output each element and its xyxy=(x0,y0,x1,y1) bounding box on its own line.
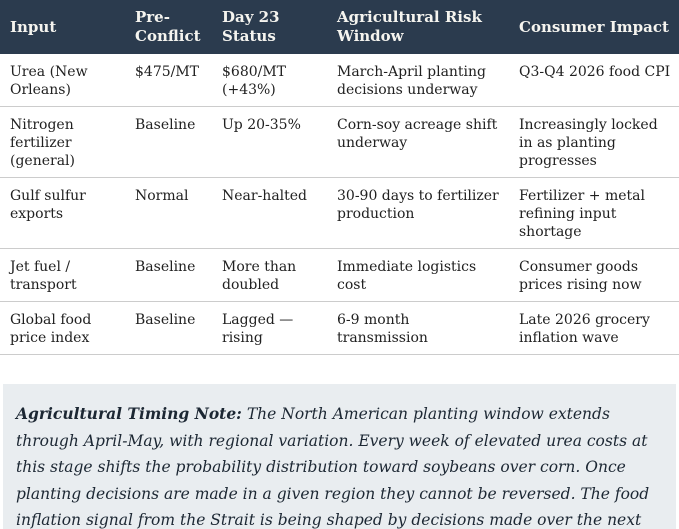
cell-agricultural-risk-window: March-April planting decisions underway xyxy=(327,54,509,107)
header-agricultural-risk-window: Agricultural Risk Window xyxy=(327,0,509,54)
cell-consumer-impact: Consumer goods prices rising now xyxy=(509,248,679,302)
cell-day-23-status: More than doubled xyxy=(212,248,327,302)
table-row-gulf-sulfur: Gulf sulfur exports Normal Near-halted 3… xyxy=(0,177,679,249)
cell-input: Global food price index xyxy=(0,301,125,355)
cell-pre-conflict: Baseline xyxy=(125,301,212,355)
cell-consumer-impact: Fertilizer + metal refining input shorta… xyxy=(509,177,679,249)
cell-agricultural-risk-window: Immediate logistics cost xyxy=(327,248,509,302)
table-row-nitrogen-fertilizer: Nitrogen fertilizer (general) Baseline U… xyxy=(0,106,679,178)
cell-consumer-impact: Q3-Q4 2026 food CPI xyxy=(509,54,679,107)
table-row-urea: Urea (New Orleans) $475/MT $680/MT (+43%… xyxy=(0,54,679,107)
cell-agricultural-risk-window: Corn-soy acreage shift underway xyxy=(327,106,509,178)
note-paragraph: Agricultural Timing Note: The North Amer… xyxy=(16,401,660,529)
header-day-23-status: Day 23 Status xyxy=(212,0,327,54)
note-text: The North American planting window exten… xyxy=(16,405,650,529)
cell-input: Jet fuel / transport xyxy=(0,248,125,302)
header-input: Input xyxy=(0,0,125,54)
header-pre-conflict: Pre-Conflict xyxy=(125,0,212,54)
table-row-jet-fuel: Jet fuel / transport Baseline More than … xyxy=(0,248,679,302)
cell-consumer-impact: Late 2026 grocery inflation wave xyxy=(509,301,679,355)
cell-pre-conflict: Normal xyxy=(125,177,212,249)
header-consumer-impact: Consumer Impact xyxy=(509,0,679,54)
table-row-global-food-price: Global food price index Baseline Lagged … xyxy=(0,301,679,355)
cell-day-23-status: Up 20-35% xyxy=(212,106,327,178)
table-header-row: Input Pre-Conflict Day 23 Status Agricul… xyxy=(0,0,679,54)
cell-input: Gulf sulfur exports xyxy=(0,177,125,249)
agricultural-timing-note: Agricultural Timing Note: The North Amer… xyxy=(3,384,676,529)
cell-consumer-impact: Increasingly locked in as planting progr… xyxy=(509,106,679,178)
cell-day-23-status: Lagged — rising xyxy=(212,301,327,355)
cell-agricultural-risk-window: 6-9 month transmission xyxy=(327,301,509,355)
cell-day-23-status: Near-halted xyxy=(212,177,327,249)
cell-input: Nitrogen fertilizer (general) xyxy=(0,106,125,178)
cell-agricultural-risk-window: 30-90 days to fertilizer production xyxy=(327,177,509,249)
cell-pre-conflict: Baseline xyxy=(125,248,212,302)
cell-day-23-status: $680/MT (+43%) xyxy=(212,54,327,107)
cell-input: Urea (New Orleans) xyxy=(0,54,125,107)
cell-pre-conflict: Baseline xyxy=(125,106,212,178)
note-label: Agricultural Timing Note: xyxy=(16,404,242,423)
cell-pre-conflict: $475/MT xyxy=(125,54,212,107)
impact-table: Input Pre-Conflict Day 23 Status Agricul… xyxy=(0,0,679,355)
